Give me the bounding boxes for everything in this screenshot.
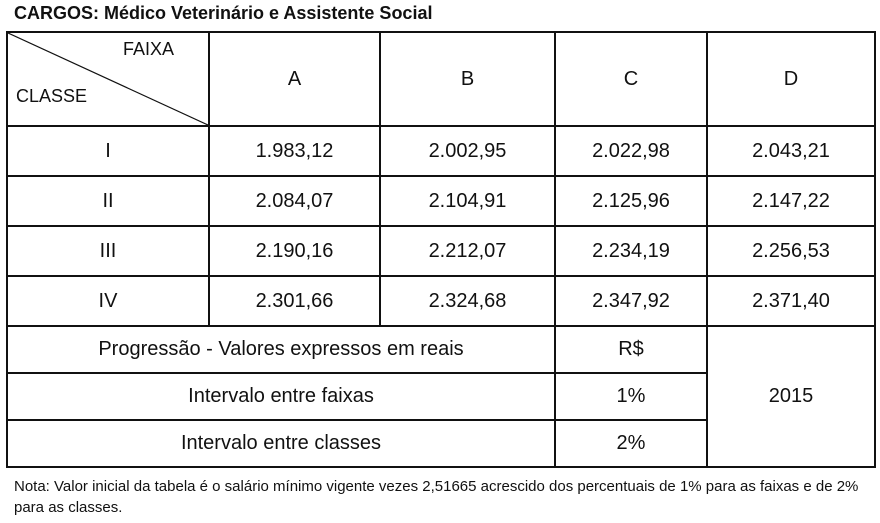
column-header-a: A [208,31,381,127]
table-row: II 2.084,07 2.104,91 2.125,96 2.147,22 [6,175,876,227]
year-cell: 2015 [706,325,876,468]
diagonal-divider [8,33,208,125]
table-cell: 2.022,98 [554,125,708,177]
table-cell: 1.983,12 [208,125,381,177]
header-row: FAIXA CLASSE A B C D [6,31,876,127]
table-cell: 2.002,95 [379,125,556,177]
table-cell: 2.084,07 [208,175,381,227]
table-cell: 2.125,96 [554,175,708,227]
table-cell: 2.104,91 [379,175,556,227]
row-header: IV [6,275,210,327]
salary-table: FAIXA CLASSE A B C D I 1.983,12 2.002,95… [6,31,876,468]
column-header-d: D [706,31,876,127]
column-header-c: C [554,31,708,127]
footer-value: 1% [554,372,708,421]
footer-row-faixas: Intervalo entre faixas 1% [6,372,875,421]
row-header: II [6,175,210,227]
row-header: I [6,125,210,177]
faixa-label: FAIXA [122,39,174,59]
table-row: I 1.983,12 2.002,95 2.022,98 2.043,21 [6,125,876,177]
page-title: CARGOS: Médico Veterinário e Assistente … [14,3,433,23]
column-header-b: B [379,31,556,127]
table-row: III 2.190,16 2.212,07 2.234,19 2.256,53 [6,225,876,277]
footer-row-classes: Intervalo entre classes 2% [6,419,875,468]
footer-row-progressao: Progressão - Valores expressos em reais … [6,325,876,468]
table-cell: 2.234,19 [554,225,708,277]
footer-value: 2% [554,419,708,468]
table-note: Nota: Valor inicial da tabela é o salári… [14,478,859,516]
table-cell: 2.190,16 [208,225,381,277]
table-cell: 2.256,53 [706,225,876,277]
table-cell: 2.347,92 [554,275,708,327]
table-cell: 2.043,21 [706,125,876,177]
table-cell: 2.324,68 [379,275,556,327]
table-cell: 2.371,40 [706,275,876,327]
footer-value: R$ [554,325,708,374]
footer-label: Intervalo entre classes [6,419,556,468]
row-header: III [6,225,210,277]
table-row: IV 2.301,66 2.324,68 2.347,92 2.371,40 [6,275,876,327]
table-cell: 2.301,66 [208,275,381,327]
corner-cell: FAIXA CLASSE [6,31,210,127]
table-cell: 2.147,22 [706,175,876,227]
table-cell: 2.212,07 [379,225,556,277]
footer-label: Progressão - Valores expressos em reais [6,325,556,374]
classe-label: CLASSE [16,86,88,106]
footer-label: Intervalo entre faixas [6,372,556,421]
